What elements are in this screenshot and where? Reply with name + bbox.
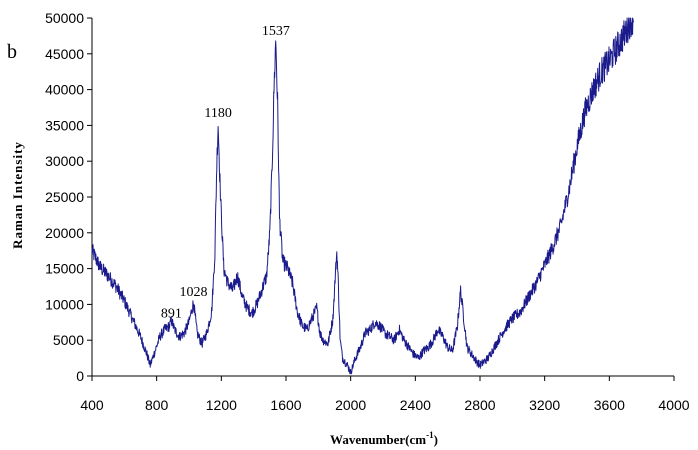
x-tick-label: 3200: [529, 397, 560, 413]
y-tick-label: 45000: [45, 46, 84, 62]
peak-label: 1180: [204, 106, 231, 121]
y-tick-label: 35000: [45, 117, 84, 133]
x-axis-title-sup: -1: [426, 430, 434, 440]
spectrum-line: [91, 17, 635, 375]
y-tick-label: 10000: [45, 296, 84, 312]
y-tick-label: 0: [76, 368, 84, 384]
x-tick-label: 2000: [335, 397, 366, 413]
peak-label: 1028: [180, 285, 208, 300]
peak-label: 891: [161, 306, 182, 321]
x-tick-label: 1600: [270, 397, 301, 413]
x-tick-label: 400: [80, 397, 104, 413]
x-axis-title: Wavenumber(cm-1): [330, 430, 438, 447]
x-tick-label: 800: [145, 397, 169, 413]
x-tick-label: 2800: [464, 397, 495, 413]
y-axis-title: Raman Intensity: [10, 141, 25, 249]
x-tick-label: 2400: [400, 397, 431, 413]
y-tick-label: 25000: [45, 189, 84, 205]
x-axis: 400 800 1200 1600 2000 2400 2800 3200 3600 4000: [80, 375, 690, 413]
panel-label: b: [7, 41, 17, 63]
y-tick-label: 40000: [45, 82, 84, 98]
peak-annotations: 891 1028 1180 1537: [161, 24, 290, 321]
x-tick-label: 4000: [658, 397, 689, 413]
y-tick-label: 15000: [45, 261, 84, 277]
y-tick-label: 5000: [53, 332, 84, 348]
y-tick-label: 30000: [45, 153, 84, 169]
x-tick-label: 3600: [594, 397, 625, 413]
y-tick-label: 50000: [45, 10, 84, 26]
y-tick-label: 20000: [45, 225, 84, 241]
y-axis: 0 5000 10000 15000 20000 25000 30000 35000 40000…: [45, 10, 93, 384]
x-axis-title-close: ): [434, 432, 438, 447]
peak-label: 1537: [262, 24, 290, 39]
x-axis-title-main: Wavenumber(cm: [330, 432, 426, 447]
x-tick-label: 1200: [206, 397, 237, 413]
